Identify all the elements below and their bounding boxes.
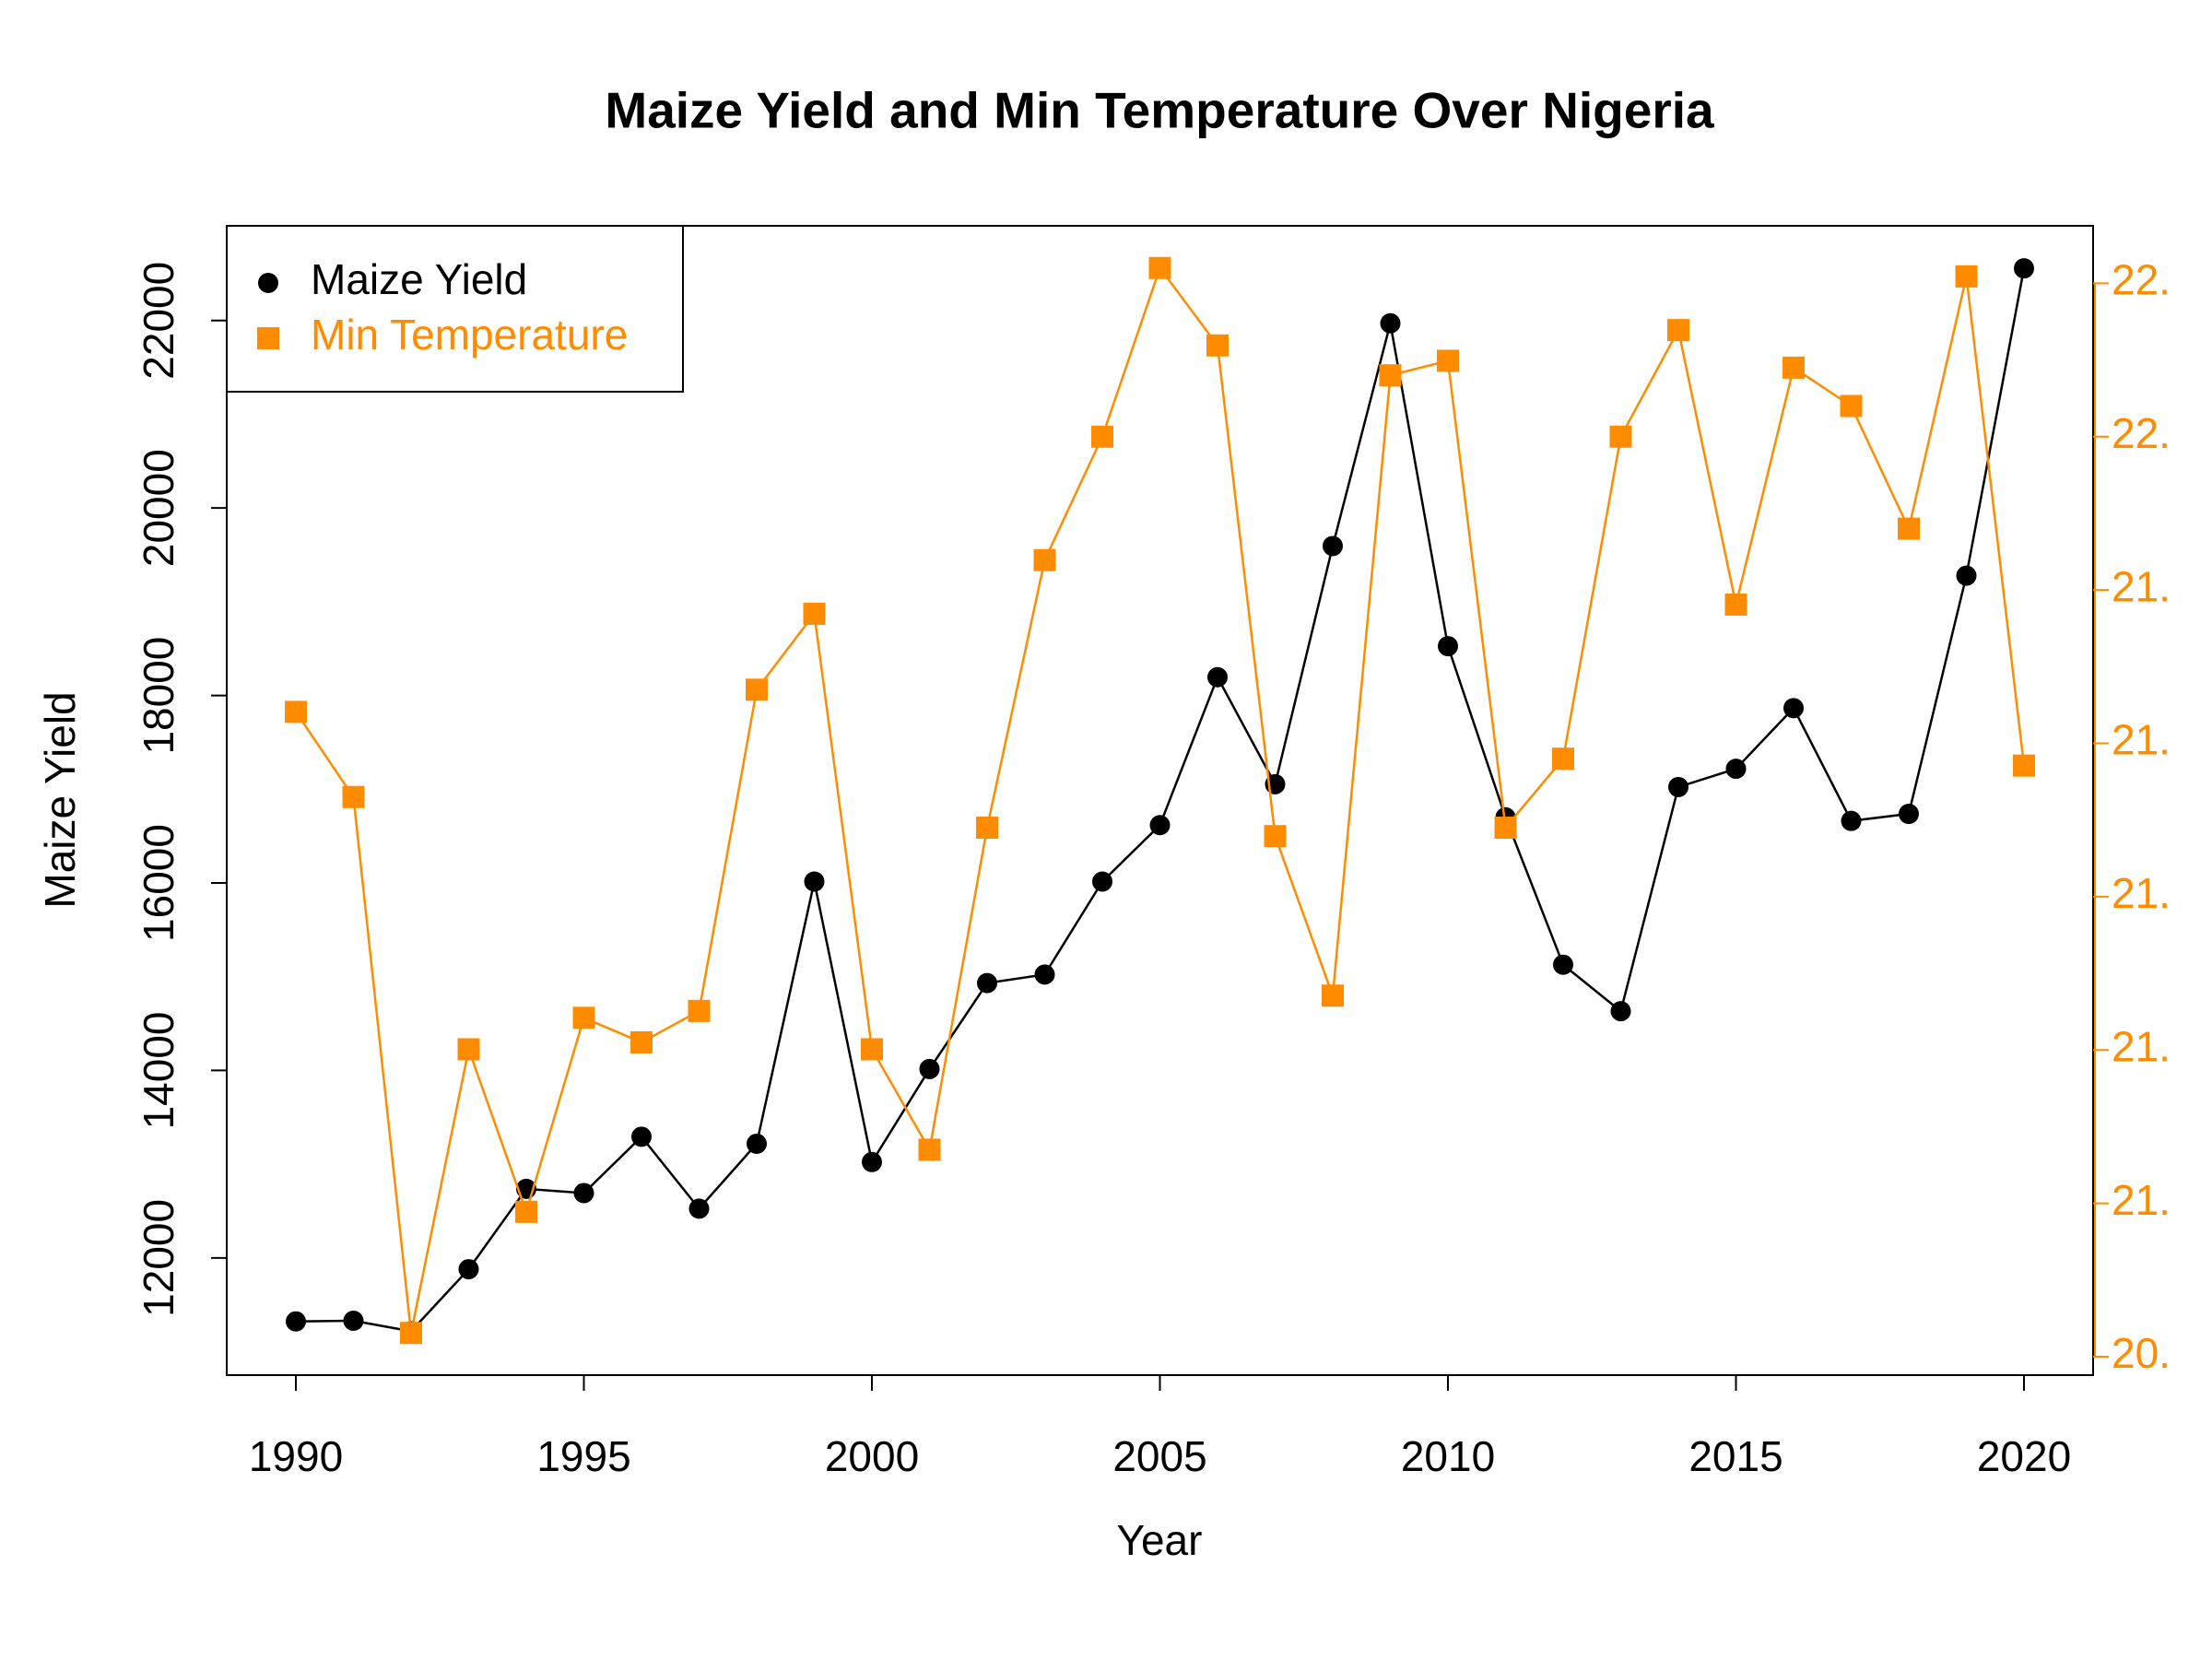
data-point [1956, 565, 1977, 586]
data-point [803, 602, 826, 625]
x-tick-label: 2015 [1688, 1432, 1783, 1480]
data-point [1783, 698, 1804, 719]
x-tick-label: 2020 [1977, 1432, 2071, 1480]
legend-marker [258, 273, 278, 293]
data-point [342, 785, 365, 808]
data-point [1553, 954, 1573, 975]
data-point [1380, 312, 1401, 334]
y2-tick-label: 21. [2112, 1176, 2171, 1224]
x-tick-label: 2010 [1401, 1432, 1495, 1480]
chart-title: Maize Yield and Min Temperature Over Nig… [605, 82, 1714, 139]
data-point [862, 1151, 882, 1172]
data-point [976, 817, 998, 840]
series-line [294, 265, 2026, 1334]
legend-box [226, 225, 684, 393]
data-point [688, 999, 711, 1022]
data-point [2014, 258, 2034, 279]
data-point [1323, 535, 1343, 557]
y2-tick-label: 20. [2112, 1329, 2171, 1377]
series-line [295, 267, 2026, 1333]
data-point [2013, 754, 2035, 777]
data-point [1841, 810, 1862, 831]
data-point [1033, 548, 1056, 571]
data-point [343, 1311, 364, 1332]
data-point [400, 1322, 422, 1345]
data-point [688, 1198, 710, 1219]
data-point [1955, 265, 1978, 288]
y-tick-label: 12000 [135, 1199, 182, 1317]
data-point [573, 1182, 594, 1204]
data-point [746, 678, 768, 701]
data-point [1609, 425, 1632, 448]
data-point [977, 972, 997, 994]
data-point [1092, 871, 1112, 892]
data-point [1264, 825, 1287, 848]
legend-label: Min Temperature [311, 311, 628, 359]
data-point [1783, 356, 1805, 379]
data-point [1668, 776, 1688, 797]
y-tick-label: 16000 [135, 824, 182, 942]
data-point [1725, 759, 1747, 780]
data-point [861, 1038, 883, 1061]
y2-tick-label: 21. [2112, 869, 2171, 917]
data-point [919, 1058, 940, 1079]
data-point [1322, 984, 1344, 1007]
y-tick-label: 20000 [135, 449, 182, 567]
data-point [630, 1030, 653, 1053]
data-point [918, 1138, 941, 1161]
x-tick-label: 1990 [249, 1432, 343, 1480]
x-tick-label: 1995 [536, 1432, 630, 1480]
data-point [515, 1200, 537, 1223]
y-axis-label: Maize Yield [36, 691, 84, 908]
data-point [1379, 364, 1402, 387]
data-point [285, 700, 307, 724]
data-point [747, 1133, 767, 1154]
legend-label: Maize Yield [311, 255, 527, 303]
data-point [458, 1259, 479, 1280]
data-point [1667, 319, 1689, 342]
y2-tick-label: 21. [2112, 1022, 2171, 1070]
data-point [1206, 334, 1229, 357]
data-point [1899, 804, 1919, 825]
data-point [1840, 394, 1863, 418]
y2-tick-label: 22. [2112, 256, 2171, 304]
data-point [1034, 964, 1055, 985]
data-point [1552, 747, 1574, 771]
y2-tick-label: 21. [2112, 562, 2171, 610]
y-tick-label: 14000 [135, 1011, 182, 1129]
data-point [286, 1311, 306, 1332]
data-point [631, 1126, 652, 1147]
x-axis-label: Year [1117, 1516, 1203, 1564]
y-tick-label: 22000 [135, 262, 182, 380]
y2-tick-label: 22. [2112, 409, 2171, 457]
data-point [1207, 666, 1228, 688]
data-point [1898, 517, 1920, 540]
data-point [1091, 425, 1113, 448]
y2-tick-label: 21. [2112, 716, 2171, 764]
data-point [1494, 817, 1517, 840]
legend-marker [257, 327, 279, 349]
y-tick-label: 18000 [135, 637, 182, 755]
data-point [1438, 636, 1458, 657]
data-point [1148, 256, 1171, 279]
data-point [457, 1038, 480, 1061]
x-tick-label: 2005 [1112, 1432, 1206, 1480]
data-point [804, 871, 825, 892]
data-point [1149, 815, 1171, 836]
data-point [1724, 593, 1747, 616]
data-point [1610, 1001, 1631, 1022]
data-point [1437, 349, 1459, 372]
data-point [572, 1006, 595, 1030]
plot-frame [226, 225, 2094, 1376]
x-tick-label: 2000 [825, 1432, 919, 1480]
